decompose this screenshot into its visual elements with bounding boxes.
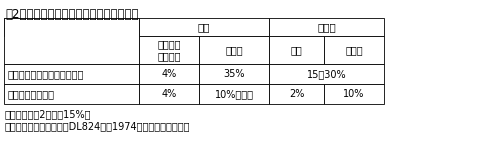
Text: 4%: 4%: [161, 89, 177, 99]
Bar: [324, 84, 384, 104]
Bar: [199, 84, 269, 104]
Bar: [139, 36, 199, 64]
Text: 日智租税条約税率: 日智租税条約税率: [8, 89, 55, 99]
Bar: [4, 84, 139, 104]
Text: 利子: 利子: [198, 22, 210, 32]
Bar: [4, 64, 139, 84]
Text: （注）発効後2年間は15%。: （注）発効後2年間は15%。: [5, 109, 91, 119]
Bar: [269, 84, 324, 104]
Bar: [269, 64, 384, 84]
Bar: [4, 18, 139, 36]
Text: その他: その他: [225, 45, 243, 55]
Text: 銀行など
受け取り: 銀行など 受け取り: [157, 39, 181, 61]
Bar: [139, 64, 199, 84]
Text: 10%: 10%: [343, 89, 364, 99]
Bar: [139, 84, 199, 104]
Text: 設備: 設備: [290, 45, 302, 55]
Text: その他: その他: [345, 45, 363, 55]
Text: 使用料: 使用料: [317, 22, 336, 32]
Text: 10%（注）: 10%（注）: [214, 89, 254, 99]
Text: 2%: 2%: [289, 89, 304, 99]
Bar: [269, 36, 324, 64]
Bar: [199, 36, 269, 64]
Bar: [269, 18, 384, 36]
Text: 35%: 35%: [223, 69, 245, 79]
Text: （出所）所得税法（法令DL824号、1974年）、日智租税条約: （出所）所得税法（法令DL824号、1974年）、日智租税条約: [5, 121, 191, 131]
Text: チリ所得税法の追加税の税率: チリ所得税法の追加税の税率: [8, 69, 84, 79]
Bar: [139, 18, 269, 36]
Bar: [324, 36, 384, 64]
Bar: [4, 18, 139, 64]
Text: 表2　利子と使用料の送金にかかる課税率: 表2 利子と使用料の送金にかかる課税率: [5, 8, 138, 21]
Bar: [199, 64, 269, 84]
Text: 15～30%: 15～30%: [307, 69, 347, 79]
Text: 4%: 4%: [161, 69, 177, 79]
